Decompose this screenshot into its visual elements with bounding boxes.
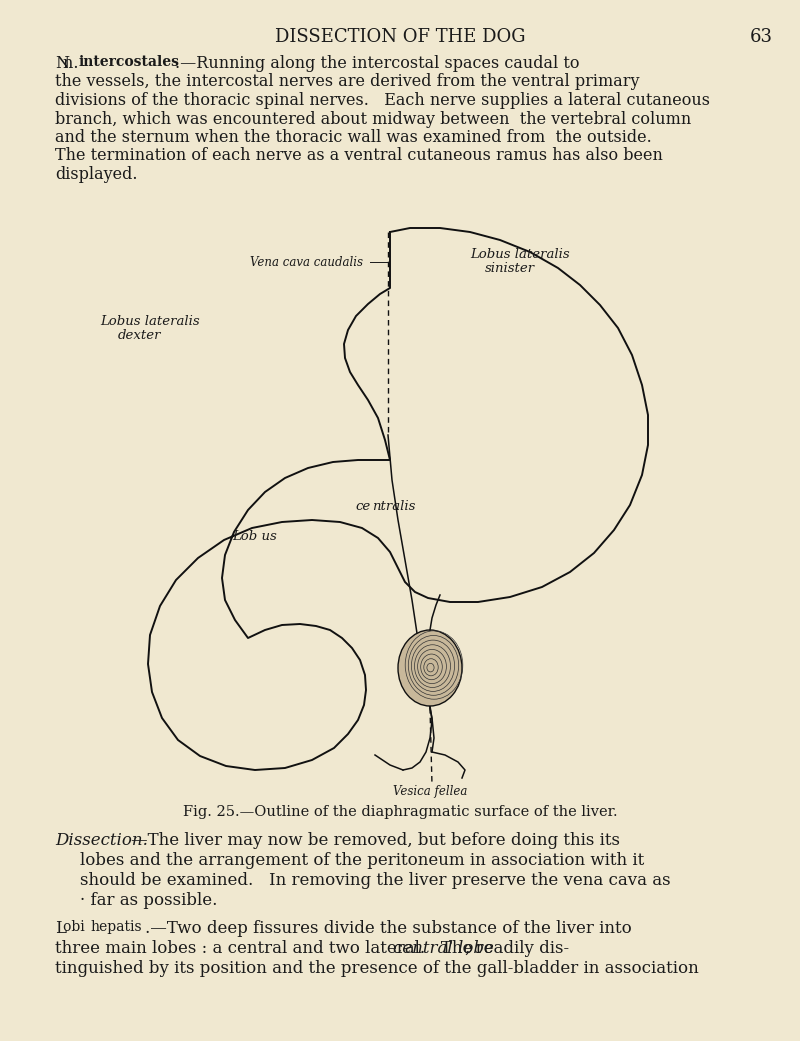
Text: three main lobes : a central and two lateral.   The: three main lobes : a central and two lat… (55, 940, 478, 957)
Text: displayed.: displayed. (55, 166, 138, 183)
Text: The termination of each nerve as a ventral cutaneous ramus has also been: The termination of each nerve as a ventr… (55, 148, 663, 164)
Text: Vena cava caudalis: Vena cava caudalis (250, 256, 363, 269)
Text: ntralis: ntralis (372, 500, 415, 513)
Text: Fig. 25.—Outline of the diaphragmatic surface of the liver.: Fig. 25.—Outline of the diaphragmatic su… (182, 805, 618, 819)
Text: sinister: sinister (485, 262, 535, 275)
Text: DISSECTION OF THE DOG: DISSECTION OF THE DOG (274, 28, 526, 46)
Text: · far as possible.: · far as possible. (80, 892, 218, 909)
Text: 63: 63 (750, 28, 773, 46)
Text: hepatis: hepatis (90, 920, 142, 934)
Text: Vesica fellea: Vesica fellea (393, 785, 467, 798)
Text: .—Two deep fissures divide the substance of the liver into: .—Two deep fissures divide the substance… (145, 920, 632, 937)
Text: intercostales: intercostales (79, 55, 180, 69)
Text: Lobus lateralis: Lobus lateralis (100, 315, 200, 328)
Text: , readily dis-: , readily dis- (465, 940, 569, 957)
Text: should be examined.   In removing the liver preserve the vena cava as: should be examined. In removing the live… (80, 872, 670, 889)
Text: .—Running along the intercostal spaces caudal to: .—Running along the intercostal spaces c… (175, 55, 579, 72)
Text: n.: n. (63, 55, 84, 72)
Text: —The liver may now be removed, but before doing this its: —The liver may now be removed, but befor… (131, 832, 620, 849)
Text: branch, which was encountered about midway between  the vertebral column: branch, which was encountered about midw… (55, 110, 691, 127)
Text: tinguished by its position and the presence of the gall-bladder in association: tinguished by its position and the prese… (55, 960, 698, 977)
Text: the vessels, the intercostal nerves are derived from the ventral primary: the vessels, the intercostal nerves are … (55, 74, 639, 91)
Text: divisions of the thoracic spinal nerves.   Each nerve supplies a lateral cutaneo: divisions of the thoracic spinal nerves.… (55, 92, 710, 109)
Text: Lob us: Lob us (232, 530, 277, 543)
Text: N: N (55, 55, 69, 72)
Text: and the sternum when the thoracic wall was examined from  the outside.: and the sternum when the thoracic wall w… (55, 129, 652, 146)
Text: central lobe: central lobe (393, 940, 494, 957)
Text: Lobus lateralis: Lobus lateralis (470, 248, 570, 261)
Text: ce: ce (355, 500, 370, 513)
Text: Dissection.: Dissection. (55, 832, 148, 849)
Text: L: L (55, 920, 66, 937)
Text: obi: obi (63, 920, 89, 934)
Text: dexter: dexter (118, 329, 162, 342)
Text: lobes and the arrangement of the peritoneum in association with it: lobes and the arrangement of the periton… (80, 852, 644, 869)
Ellipse shape (398, 630, 462, 706)
